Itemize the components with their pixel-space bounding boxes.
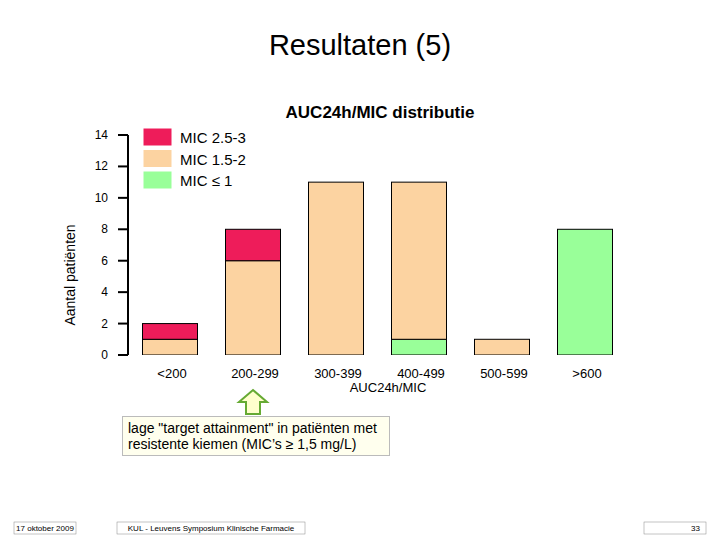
footer-event: KUL - Leuvens Symposium Klinische Farmac… (128, 524, 295, 533)
footer-page: 33 (691, 524, 700, 533)
bars (143, 182, 613, 355)
x-tick-label: 400-499 (397, 366, 445, 381)
y-tick (118, 291, 128, 293)
bar-segment (143, 324, 198, 340)
legend-swatch (143, 171, 172, 189)
legend-label: MIC 1.5-2 (180, 151, 246, 168)
footer-box (644, 522, 706, 534)
bar-segment (309, 182, 364, 355)
footer-box (14, 522, 76, 534)
y-tick-label: 14 (95, 128, 109, 142)
legend-swatch (143, 150, 172, 168)
y-tick-label: 10 (95, 191, 109, 205)
title: Resultaten (5) (269, 29, 451, 61)
legend-label: MIC ≤ 1 (180, 172, 232, 189)
footer-box (117, 522, 305, 534)
y-axis-label: Aantal patiënten (62, 224, 78, 325)
y-tick (118, 354, 128, 356)
legend-swatch (143, 128, 172, 146)
bar-segment (392, 339, 447, 355)
bar-segment (558, 229, 613, 355)
bar-segment (226, 229, 281, 260)
y-tick (118, 197, 128, 199)
y-tick-label: 4 (101, 285, 108, 299)
y-tick (118, 228, 128, 230)
bar-segment (226, 261, 281, 355)
y-tick (118, 134, 128, 136)
annotation-arrow (239, 390, 267, 414)
y-tick (118, 323, 128, 325)
y-tick-label: 8 (101, 222, 108, 236)
bar-segment (392, 182, 447, 339)
annotation: lage "target attainment" in patiënten me… (122, 416, 390, 456)
y-tick-label: 12 (95, 159, 109, 173)
x-tick-label: >600 (572, 366, 601, 381)
y-tick-label: 6 (101, 254, 108, 268)
y-axis (127, 135, 129, 355)
bar-segment (143, 339, 198, 355)
x-tick-label: 300-399 (314, 366, 362, 381)
legend-label: MIC 2.5-3 (180, 129, 246, 146)
x-tick-label: <200 (157, 366, 186, 381)
y-tick-label: 2 (101, 317, 108, 331)
y-tick-label: 0 (101, 348, 108, 362)
y-tick (118, 260, 128, 262)
y-tick (118, 165, 128, 167)
footer-date: 17 oktober 2009 (16, 524, 74, 533)
bar-segment (475, 339, 530, 355)
x-tick-label: 200-299 (231, 366, 279, 381)
x-tick-label: 500-599 (480, 366, 528, 381)
subtitle: AUC24h/MIC distributie (286, 103, 475, 122)
x-axis-label: AUC24h/MIC (350, 380, 427, 395)
